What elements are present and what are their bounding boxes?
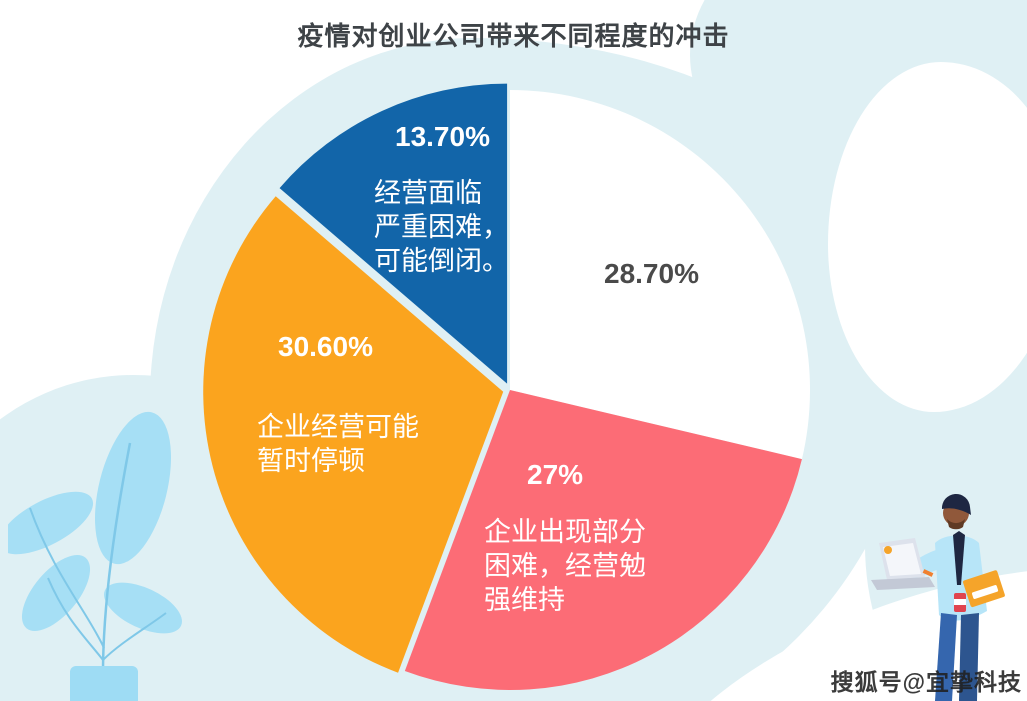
person-can-icon: [954, 593, 966, 612]
pie-label-pct-slice1: 27%: [527, 459, 584, 490]
pie-slice-3: [279, 83, 508, 384]
pie-label-desc-slice1: 企业出现部分 困难，经营勉 强维持: [484, 517, 646, 616]
pie-label-desc-slice3: 经营面临 严重困难， 可能倒闭。: [374, 178, 509, 277]
pie-label-pct-slice0: 28.70%: [604, 258, 699, 289]
pie-label-pct-slice2: 30.60%: [278, 331, 373, 362]
background-white-accent: [828, 62, 1027, 412]
pie-slice-0: [510, 90, 810, 460]
man-holding-laptop-illustration: [871, 493, 1005, 701]
person-laptop-icon: [871, 538, 935, 590]
plant-pot: [70, 666, 138, 701]
pie-slice-2: [203, 196, 504, 673]
watermark: 搜狐号@宜挚科技: [830, 669, 1022, 695]
pie-label-desc-slice2: 企业经营可能 暂时停顿: [257, 412, 419, 477]
plant-illustration: [8, 411, 182, 701]
pie-slice-1: [404, 390, 802, 690]
person-head: [941, 493, 971, 530]
person-collar: [953, 531, 965, 585]
plant-leaves: [8, 411, 182, 674]
person-folder-icon: [963, 570, 1005, 608]
chart-title: 疫情对创业公司带来不同程度的冲击: [297, 21, 730, 51]
person-legs: [935, 613, 979, 701]
pie-label-pct-slice3: 13.70%: [395, 121, 490, 152]
